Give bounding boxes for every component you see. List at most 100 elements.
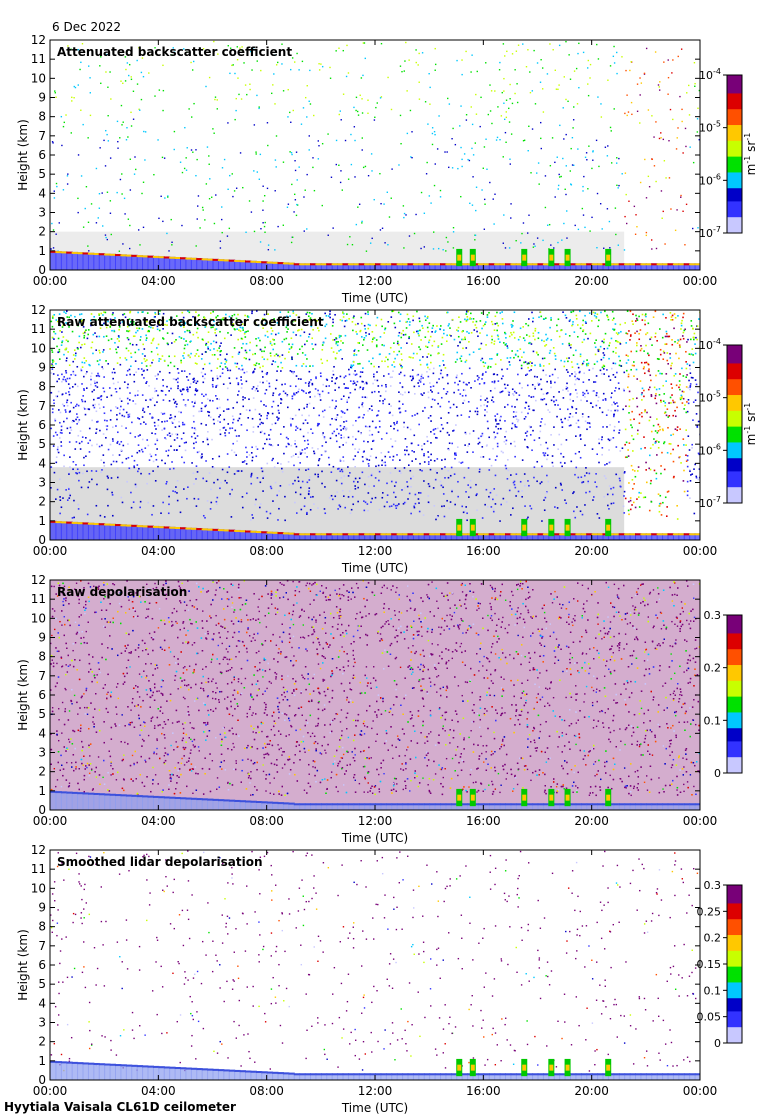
signal-pixel <box>554 381 556 384</box>
signal-pixel <box>280 463 282 465</box>
signal-pixel <box>186 329 189 332</box>
bl-column <box>667 263 674 270</box>
signal-pixel <box>377 410 380 412</box>
signal-pixel <box>109 443 112 446</box>
signal-pixel <box>509 158 511 160</box>
signal-pixel <box>310 325 313 328</box>
signal-pixel <box>398 470 401 472</box>
signal-pixel <box>571 366 574 368</box>
signal-pixel <box>106 318 108 321</box>
signal-pixel <box>587 67 589 69</box>
signal-pixel <box>241 323 244 325</box>
signal-pixel <box>639 181 642 184</box>
signal-pixel <box>632 501 635 504</box>
signal-pixel <box>259 418 261 421</box>
signal-pixel <box>318 458 321 460</box>
signal-pixel <box>398 164 400 166</box>
signal-pixel <box>426 440 429 443</box>
signal-pixel <box>112 382 115 385</box>
signal-pixel <box>689 368 691 370</box>
signal-pixel <box>156 353 159 356</box>
signal-pixel <box>296 179 298 181</box>
signal-pixel <box>81 343 83 346</box>
signal-pixel <box>561 465 563 468</box>
signal-pixel <box>88 65 90 67</box>
signal-pixel <box>133 466 136 469</box>
signal-pixel <box>536 480 538 483</box>
signal-pixel <box>681 402 684 404</box>
signal-pixel <box>262 185 264 187</box>
signal-pixel <box>117 147 119 149</box>
signal-pixel <box>205 85 207 88</box>
colorbar-step <box>727 103 742 108</box>
signal-pixel <box>174 415 176 418</box>
signal-pixel <box>56 434 59 436</box>
signal-pixel <box>418 52 420 55</box>
signal-pixel <box>686 374 688 376</box>
signal-pixel <box>331 325 334 327</box>
signal-pixel <box>408 59 410 61</box>
signal-pixel <box>686 341 688 343</box>
signal-pixel <box>308 149 310 151</box>
signal-pixel <box>393 322 396 325</box>
signal-pixel <box>416 374 418 377</box>
signal-pixel <box>262 222 264 224</box>
signal-pixel <box>461 59 463 61</box>
signal-pixel <box>71 96 73 99</box>
signal-pixel <box>492 447 494 450</box>
signal-pixel <box>200 410 203 412</box>
signal-pixel <box>600 372 603 375</box>
signal-pixel <box>588 145 590 147</box>
signal-pixel <box>217 420 219 422</box>
signal-pixel <box>267 313 270 315</box>
bl-top <box>477 263 485 266</box>
signal-pixel <box>118 443 121 446</box>
signal-pixel <box>431 127 434 129</box>
signal-pixel <box>350 364 353 367</box>
signal-pixel <box>452 231 455 233</box>
signal-pixel <box>615 332 618 334</box>
signal-pixel <box>669 452 672 455</box>
signal-pixel <box>407 498 409 500</box>
signal-pixel <box>427 391 430 393</box>
signal-pixel <box>612 350 615 353</box>
signal-pixel <box>420 378 422 381</box>
signal-pixel <box>127 136 129 138</box>
bl-top <box>212 258 219 261</box>
signal-pixel <box>241 506 244 509</box>
signal-pixel <box>212 128 214 130</box>
signal-pixel <box>51 408 54 410</box>
signal-pixel <box>173 148 175 151</box>
signal-pixel <box>692 354 694 356</box>
signal-pixel <box>251 417 254 420</box>
signal-pixel <box>483 404 486 406</box>
bl-top <box>369 263 376 266</box>
signal-pixel <box>136 451 139 454</box>
signal-pixel <box>172 490 174 492</box>
signal-pixel <box>60 344 63 346</box>
signal-pixel <box>279 393 281 395</box>
signal-pixel <box>650 501 653 503</box>
signal-pixel <box>480 96 482 99</box>
bl-top <box>282 262 290 265</box>
signal-pixel <box>195 465 198 467</box>
signal-pixel <box>503 102 505 104</box>
signal-pixel <box>420 375 423 378</box>
signal-pixel <box>295 214 298 217</box>
signal-pixel <box>440 484 443 487</box>
signal-pixel <box>526 363 529 365</box>
signal-pixel <box>100 459 103 461</box>
signal-pixel <box>674 401 676 404</box>
x-tick-label: 00:00 <box>33 274 68 288</box>
signal-pixel <box>211 466 214 468</box>
signal-pixel <box>408 492 411 495</box>
signal-pixel <box>210 488 212 491</box>
signal-pixel <box>213 354 216 356</box>
signal-pixel <box>231 64 233 67</box>
bl-column <box>293 263 301 270</box>
signal-pixel <box>317 448 319 450</box>
signal-pixel <box>308 479 311 481</box>
signal-pixel <box>329 66 331 69</box>
signal-pixel <box>240 376 242 378</box>
signal-pixel <box>381 496 384 499</box>
